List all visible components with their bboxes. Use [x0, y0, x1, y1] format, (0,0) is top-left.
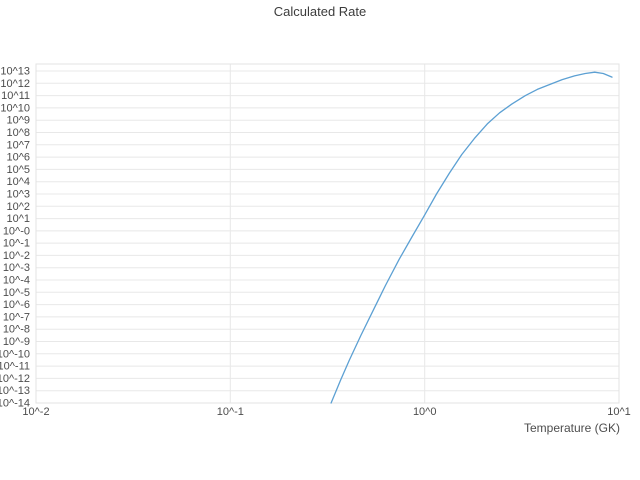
y-tick-label: 10^-5 [3, 287, 30, 299]
x-tick-label: 10^0 [413, 406, 437, 418]
y-tick-label: 10^13 [0, 66, 30, 78]
y-tick-label: 10^6 [6, 152, 30, 164]
y-tick-label: 10^-13 [0, 385, 30, 397]
y-tick-label: 10^-4 [3, 275, 30, 287]
y-tick-label: 10^8 [6, 127, 30, 139]
y-tick-label: 10^4 [6, 176, 30, 188]
chart-title: Calculated Rate [273, 4, 367, 19]
rate-curve [330, 71, 613, 404]
y-tick-label: 10^-1 [3, 238, 30, 250]
x-tick-label: 10^-2 [22, 406, 49, 418]
y-tick-label: 10^-10 [0, 348, 30, 360]
y-tick-label: 10^-8 [3, 324, 30, 336]
y-tick-label: 10^-11 [0, 361, 30, 373]
y-tick-label: 10^3 [6, 189, 30, 201]
y-tick-label: 10^-7 [3, 311, 30, 323]
y-tick-label: 10^-0 [3, 225, 30, 237]
y-tick-label: 10^-12 [0, 373, 30, 385]
y-tick-label: 10^-3 [3, 262, 30, 274]
y-tick-label: 10^5 [6, 164, 30, 176]
y-tick-label: 10^7 [6, 139, 30, 151]
y-tick-label: 10^12 [0, 78, 30, 90]
y-tick-label: 10^-14 [0, 398, 30, 410]
y-tick-label: 10^2 [6, 201, 30, 213]
y-tick-label: 10^11 [1, 90, 30, 102]
y-tick-label: 10^10 [0, 102, 30, 114]
y-tick-label: 10^9 [6, 115, 30, 127]
y-tick-label: 10^1 [6, 213, 30, 225]
plot-border [35, 63, 620, 404]
x-axis-label: Temperature (GK) [523, 421, 620, 435]
y-tick-label: 10^-2 [3, 250, 30, 262]
y-tick-label: 10^-9 [3, 336, 30, 348]
y-tick-label: 10^-6 [3, 299, 30, 311]
x-tick-label: 10^1 [607, 406, 631, 418]
x-tick-label: 10^-1 [217, 406, 244, 418]
